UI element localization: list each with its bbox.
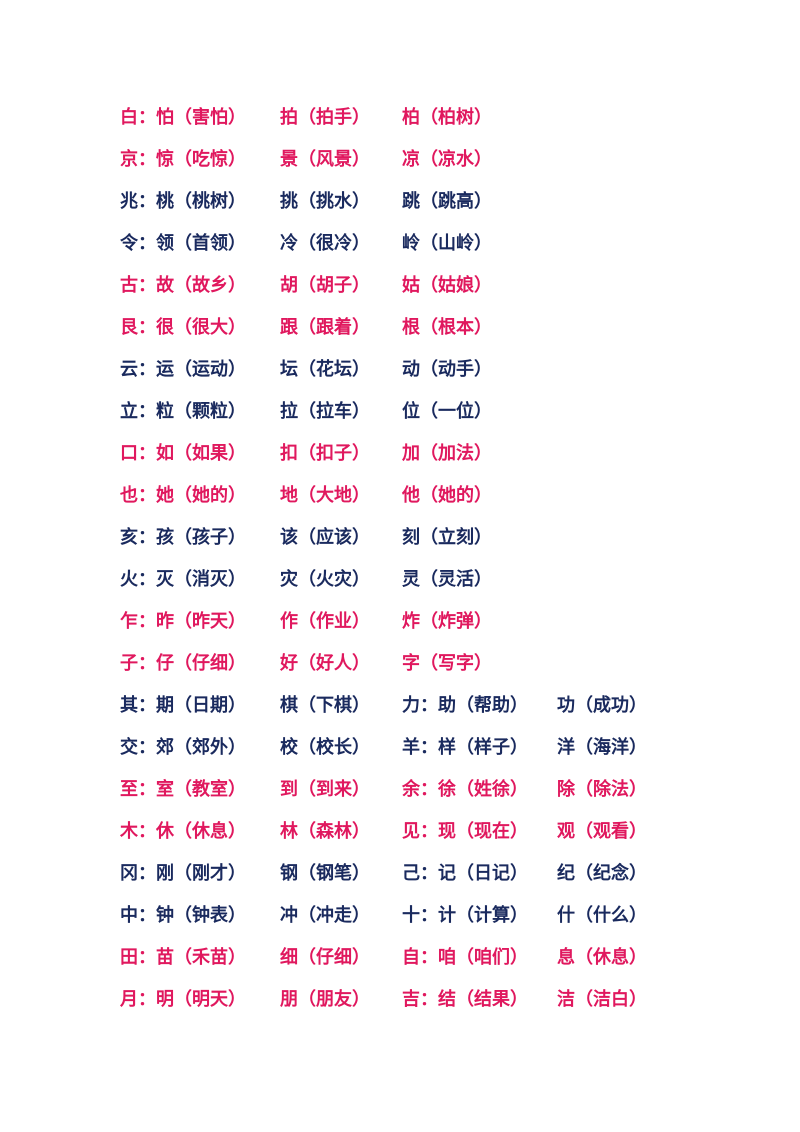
word-entry: 细（仔细） — [280, 947, 370, 968]
word-entry: 柏（柏树） — [402, 107, 492, 128]
word-entry: 息（休息） — [557, 947, 647, 968]
radical-entry: 其：期（日期） — [120, 695, 246, 716]
word-entry: 什（什么） — [557, 905, 647, 926]
radical-entry: 云：运（运动） — [120, 359, 246, 380]
character-row: 木：休（休息） 林（森林） 见：现（现在） 观（观看） — [0, 812, 800, 852]
radical-entry: 白：怕（害怕） — [120, 107, 246, 128]
word-entry: 拍（拍手） — [280, 107, 370, 128]
word-entry: 坛（花坛） — [280, 359, 370, 380]
character-row: 中：钟（钟表） 冲（冲走） 十：计（计算） 什（什么） — [0, 896, 800, 936]
word-entry: 胡（胡子） — [280, 275, 370, 296]
word-entry: 跟（跟着） — [280, 317, 370, 338]
radical-entry: 田：苗（禾苗） — [120, 947, 246, 968]
radical-entry: 吉：结（结果） — [402, 989, 528, 1010]
word-entry: 洁（洁白） — [557, 989, 647, 1010]
radical-entry: 交：郊（郊外） — [120, 737, 246, 758]
radical-entry: 冈：刚（刚才） — [120, 863, 246, 884]
word-entry: 凉（凉水） — [402, 149, 492, 170]
radical-entry: 令：领（首领） — [120, 233, 246, 254]
radical-entry: 见：现（现在） — [402, 821, 528, 842]
word-entry: 观（观看） — [557, 821, 647, 842]
radical-entry: 口：如（如果） — [120, 443, 246, 464]
character-row: 也：她（她的） 地（大地） 他（她的） — [0, 476, 800, 516]
word-entry: 功（成功） — [557, 695, 647, 716]
word-entry: 除（除法） — [557, 779, 647, 800]
word-entry: 到（到来） — [280, 779, 370, 800]
radical-entry: 至：室（教室） — [120, 779, 246, 800]
character-row: 艮：很（很大） 跟（跟着） 根（根本） — [0, 308, 800, 348]
character-row: 立：粒（颗粒） 拉（拉车） 位（一位） — [0, 392, 800, 432]
word-entry: 岭（山岭） — [402, 233, 492, 254]
word-entry: 加（加法） — [402, 443, 492, 464]
character-row: 亥：孩（孩子） 该（应该） 刻（立刻） — [0, 518, 800, 558]
word-entry: 朋（朋友） — [280, 989, 370, 1010]
word-entry: 好（好人） — [280, 653, 370, 674]
character-row: 京：惊（吃惊） 景（风景） 凉（凉水） — [0, 140, 800, 180]
radical-entry: 中：钟（钟表） — [120, 905, 246, 926]
word-entry: 林（森林） — [280, 821, 370, 842]
character-row: 田：苗（禾苗） 细（仔细） 自：咱（咱们） 息（休息） — [0, 938, 800, 978]
character-row: 交：郊（郊外） 校（校长） 羊：样（样子） 洋（海洋） — [0, 728, 800, 768]
word-entry: 灵（灵活） — [402, 569, 492, 590]
character-row: 月：明（明天） 朋（朋友） 吉：结（结果） 洁（洁白） — [0, 980, 800, 1020]
word-entry: 洋（海洋） — [557, 737, 647, 758]
word-entry: 字（写字） — [402, 653, 492, 674]
word-entry: 钢（钢笔） — [280, 863, 370, 884]
word-entry: 炸（炸弹） — [402, 611, 492, 632]
character-row: 口：如（如果） 扣（扣子） 加（加法） — [0, 434, 800, 474]
character-row: 令：领（首领） 冷（很冷） 岭（山岭） — [0, 224, 800, 264]
word-entry: 刻（立刻） — [402, 527, 492, 548]
word-entry: 冲（冲走） — [280, 905, 370, 926]
character-row: 至：室（教室） 到（到来） 余：徐（姓徐） 除（除法） — [0, 770, 800, 810]
radical-entry: 子：仔（仔细） — [120, 653, 246, 674]
word-entry: 灾（火灾） — [280, 569, 370, 590]
radical-entry: 木：休（休息） — [120, 821, 246, 842]
radical-entry: 余：徐（姓徐） — [402, 779, 528, 800]
word-entry: 地（大地） — [280, 485, 370, 506]
radical-entry: 自：咱（咱们） — [402, 947, 528, 968]
radical-entry: 乍：昨（昨天） — [120, 611, 246, 632]
word-entry: 他（她的） — [402, 485, 492, 506]
radical-entry: 力：助（帮助） — [402, 695, 528, 716]
word-entry: 挑（挑水） — [280, 191, 370, 212]
radical-entry: 立：粒（颗粒） — [120, 401, 246, 422]
word-entry: 该（应该） — [280, 527, 370, 548]
radical-entry: 羊：样（样子） — [402, 737, 528, 758]
character-row: 兆：桃（桃树） 挑（挑水） 跳（跳高） — [0, 182, 800, 222]
word-entry: 位（一位） — [402, 401, 492, 422]
character-row: 古：故（故乡） 胡（胡子） 姑（姑娘） — [0, 266, 800, 306]
word-entry: 校（校长） — [280, 737, 370, 758]
character-row: 子：仔（仔细） 好（好人） 字（写字） — [0, 644, 800, 684]
radical-entry: 古：故（故乡） — [120, 275, 246, 296]
word-entry: 姑（姑娘） — [402, 275, 492, 296]
word-entry: 拉（拉车） — [280, 401, 370, 422]
radical-entry: 己：记（日记） — [402, 863, 528, 884]
character-row: 火：灭（消灭） 灾（火灾） 灵（灵活） — [0, 560, 800, 600]
word-entry: 作（作业） — [280, 611, 370, 632]
character-row: 乍：昨（昨天） 作（作业） 炸（炸弹） — [0, 602, 800, 642]
radical-entry: 亥：孩（孩子） — [120, 527, 246, 548]
radical-entry: 兆：桃（桃树） — [120, 191, 246, 212]
character-row: 白：怕（害怕） 拍（拍手） 柏（柏树） — [0, 98, 800, 138]
word-entry: 动（动手） — [402, 359, 492, 380]
radical-entry: 也：她（她的） — [120, 485, 246, 506]
radical-entry: 火：灭（消灭） — [120, 569, 246, 590]
word-entry: 棋（下棋） — [280, 695, 370, 716]
word-entry: 冷（很冷） — [280, 233, 370, 254]
word-entry: 纪（纪念） — [557, 863, 647, 884]
radical-entry: 京：惊（吃惊） — [120, 149, 246, 170]
character-row: 其：期（日期） 棋（下棋） 力：助（帮助） 功（成功） — [0, 686, 800, 726]
word-entry: 根（根本） — [402, 317, 492, 338]
character-row: 冈：刚（刚才） 钢（钢笔） 己：记（日记） 纪（纪念） — [0, 854, 800, 894]
radical-entry: 艮：很（很大） — [120, 317, 246, 338]
character-row: 云：运（运动） 坛（花坛） 动（动手） — [0, 350, 800, 390]
word-entry: 景（风景） — [280, 149, 370, 170]
word-entry: 跳（跳高） — [402, 191, 492, 212]
radical-entry: 十：计（计算） — [402, 905, 528, 926]
word-entry: 扣（扣子） — [280, 443, 370, 464]
radical-entry: 月：明（明天） — [120, 989, 246, 1010]
